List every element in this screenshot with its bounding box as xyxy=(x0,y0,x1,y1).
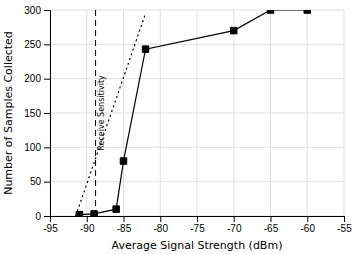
y-tick-label: 0 xyxy=(35,211,41,222)
marker xyxy=(76,211,82,216)
y-grid-line xyxy=(50,181,344,182)
x-axis: -95 -90 -85 -80 -75 -70 -65 -60 -55 xyxy=(43,216,352,234)
x-tick-label: -60 xyxy=(301,223,316,234)
x-tick-mark xyxy=(271,216,272,222)
y-tick: 150 xyxy=(24,108,50,119)
y-tick: 300 xyxy=(24,5,50,16)
marks xyxy=(76,10,311,216)
marker xyxy=(231,27,237,33)
series-line xyxy=(79,10,307,215)
x-tick: -75 xyxy=(190,216,205,234)
y-tick-mark xyxy=(44,147,50,148)
plot: -95 -90 -85 -80 -75 -70 -65 -60 -55 0 50 100 150 200 2… xyxy=(24,5,352,234)
y-grid-line xyxy=(50,44,344,45)
y-tick-label: 250 xyxy=(24,39,41,50)
chart: -95 -90 -85 -80 -75 -70 -65 -60 -55 0 50 100 150 200 2… xyxy=(0,0,358,254)
marker xyxy=(267,10,273,13)
x-tick-mark xyxy=(197,216,198,222)
y-tick: 50 xyxy=(30,176,50,187)
y-tick: 200 xyxy=(24,73,50,84)
y-tick-mark xyxy=(44,79,50,80)
y-grid-line xyxy=(50,147,344,148)
x-tick-mark xyxy=(234,216,235,222)
x-tick: -70 xyxy=(227,216,242,234)
x-tick-label: -55 xyxy=(337,223,352,234)
y-tick-label: 300 xyxy=(24,5,41,16)
annotation-label: Receive Sensitivity xyxy=(97,75,106,151)
y-grid-line xyxy=(50,78,344,79)
x-axis-title: Average Signal Strength (dBm) xyxy=(112,239,283,252)
x-axis-line xyxy=(51,217,345,223)
grid xyxy=(50,10,344,216)
marker xyxy=(304,10,310,13)
y-tick-mark xyxy=(44,10,50,11)
marker xyxy=(120,158,126,164)
x-tick-mark xyxy=(160,216,161,222)
y-tick: 100 xyxy=(24,142,50,153)
x-tick: -85 xyxy=(117,216,132,234)
x-tick: -95 xyxy=(43,216,58,234)
x-tick-mark xyxy=(307,216,308,222)
y-tick-mark xyxy=(44,182,50,183)
x-tick-label: -85 xyxy=(117,223,132,234)
marker xyxy=(91,211,97,216)
x-tick: -80 xyxy=(154,216,169,234)
x-tick-mark xyxy=(124,216,125,222)
y-tick: 250 xyxy=(24,39,50,50)
y-axis-line xyxy=(44,11,51,217)
series-line xyxy=(76,13,146,216)
y-axis: 0 50 100 150 200 250 300 xyxy=(24,5,50,222)
x-tick-mark xyxy=(87,216,88,222)
y-tick-label: 150 xyxy=(24,108,41,119)
y-tick-mark xyxy=(44,113,50,114)
marker xyxy=(113,206,119,212)
x-tick-label: -90 xyxy=(80,223,95,234)
x-tick-label: -95 xyxy=(43,223,58,234)
y-tick-mark xyxy=(44,216,50,217)
x-tick: -90 xyxy=(80,216,95,234)
marker xyxy=(142,46,148,52)
y-tick-mark xyxy=(44,44,50,45)
y-tick-label: 50 xyxy=(30,176,42,187)
x-tick: -60 xyxy=(301,216,316,234)
y-tick: 0 xyxy=(35,211,50,222)
x-tick-mark xyxy=(344,216,345,222)
reference-line xyxy=(95,10,96,216)
x-tick-label: -75 xyxy=(190,223,205,234)
y-grid-line xyxy=(50,113,344,114)
y-tick-label: 200 xyxy=(24,73,41,84)
y-tick-label: 100 xyxy=(24,142,41,153)
x-tick: -65 xyxy=(264,216,279,234)
y-axis-title: Number of Samples Collected xyxy=(2,31,15,195)
x-tick: -55 xyxy=(337,216,352,234)
x-tick-label: -65 xyxy=(264,223,279,234)
x-tick-label: -80 xyxy=(154,223,169,234)
x-tick-label: -70 xyxy=(227,223,242,234)
